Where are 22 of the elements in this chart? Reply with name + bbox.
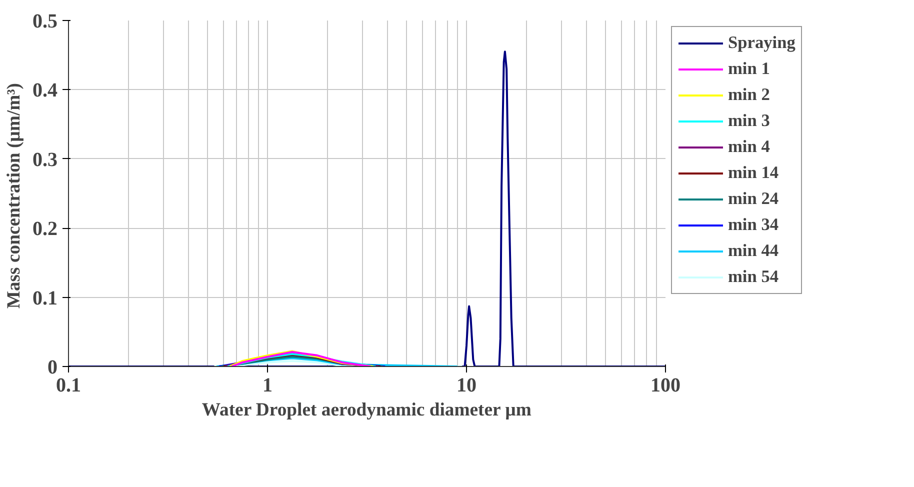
legend-label: min 1 — [728, 59, 770, 79]
legend-label: min 3 — [728, 111, 770, 131]
y-tick-label: 0.2 — [32, 218, 58, 240]
legend-label: min 34 — [728, 215, 779, 235]
x-tick-label: 0.1 — [56, 374, 81, 396]
y-tick-label: 0.4 — [32, 80, 58, 102]
x-tick-label: 10 — [456, 374, 476, 396]
x-axis-title: Water Droplet aerodynamic diameter µm — [202, 400, 532, 420]
y-tick-label: 0.5 — [32, 10, 58, 32]
legend-label: min 54 — [728, 267, 779, 287]
legend-label: min 4 — [728, 137, 770, 157]
y-tick-label: 0 — [48, 356, 58, 378]
x-tick-label: 1 — [262, 374, 272, 396]
legend-label: min 2 — [728, 85, 770, 105]
legend-label: min 24 — [728, 189, 779, 209]
y-axis-title: Mass concentration (µm/m³) — [4, 82, 24, 309]
legend-label: min 44 — [728, 241, 779, 261]
x-tick-label: 100 — [650, 374, 680, 396]
y-tick-label: 0.1 — [32, 287, 58, 310]
y-tick-label: 0.3 — [32, 148, 58, 171]
legend-label: Spraying — [728, 33, 796, 53]
legend-label: min 14 — [728, 163, 779, 183]
